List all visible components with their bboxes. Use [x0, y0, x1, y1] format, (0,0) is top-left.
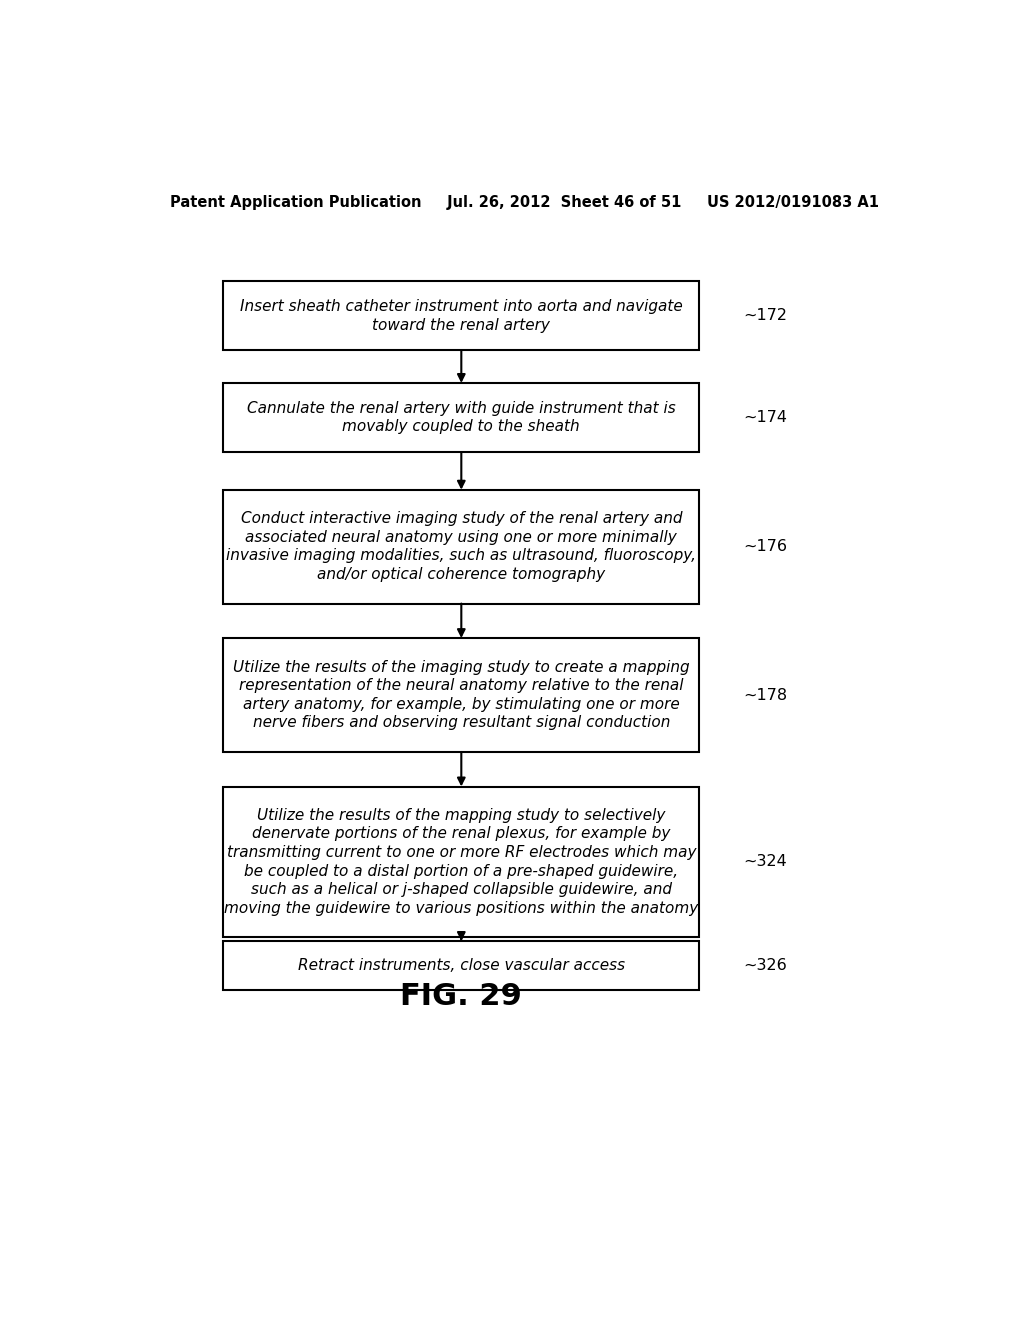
Text: Patent Application Publication     Jul. 26, 2012  Sheet 46 of 51     US 2012/019: Patent Application Publication Jul. 26, … — [170, 195, 880, 210]
FancyBboxPatch shape — [223, 490, 699, 603]
Text: ~326: ~326 — [743, 958, 786, 973]
Text: Retract instruments, close vascular access: Retract instruments, close vascular acce… — [298, 958, 625, 973]
FancyBboxPatch shape — [223, 941, 699, 990]
Text: ~176: ~176 — [743, 539, 787, 554]
Text: Insert sheath catheter instrument into aorta and navigate
toward the renal arter: Insert sheath catheter instrument into a… — [240, 300, 683, 333]
Text: FIG. 29: FIG. 29 — [400, 982, 522, 1011]
FancyBboxPatch shape — [223, 638, 699, 752]
Text: Conduct interactive imaging study of the renal artery and
associated neural anat: Conduct interactive imaging study of the… — [226, 511, 696, 582]
Text: ~172: ~172 — [743, 309, 787, 323]
FancyBboxPatch shape — [223, 383, 699, 453]
Text: Utilize the results of the imaging study to create a mapping
representation of t: Utilize the results of the imaging study… — [233, 660, 689, 730]
Text: ~324: ~324 — [743, 854, 786, 870]
Text: Cannulate the renal artery with guide instrument that is
movably coupled to the : Cannulate the renal artery with guide in… — [247, 401, 676, 434]
FancyBboxPatch shape — [223, 281, 699, 351]
Text: ~174: ~174 — [743, 411, 787, 425]
Text: Utilize the results of the mapping study to selectively
denervate portions of th: Utilize the results of the mapping study… — [224, 808, 698, 916]
FancyBboxPatch shape — [223, 787, 699, 937]
Text: ~178: ~178 — [743, 688, 787, 702]
